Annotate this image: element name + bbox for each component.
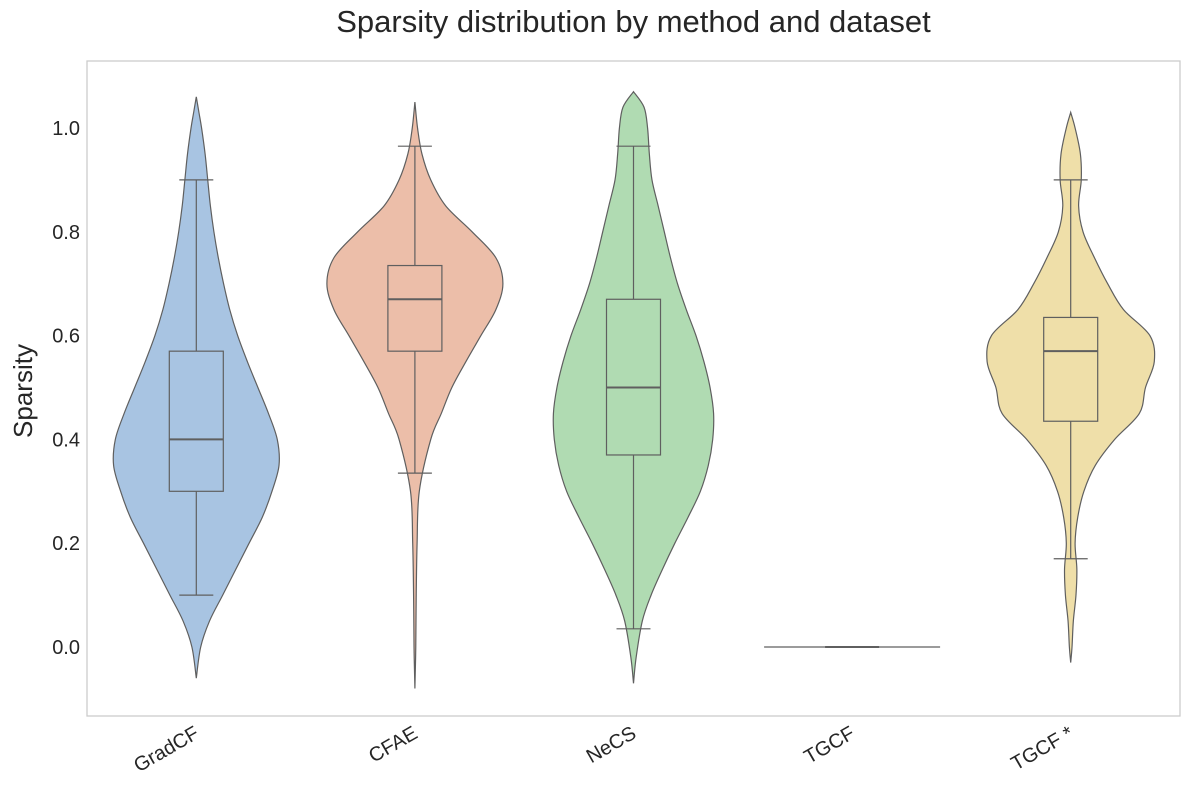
y-tick-label: 0.6 [52,326,80,348]
y-tick-label: 0.4 [52,429,80,451]
chart-title: Sparsity distribution by method and data… [336,4,931,39]
x-tick-label: CFAE [365,722,421,767]
iqr-box [168,350,224,492]
iqr-box [605,298,662,456]
iqr-box [387,264,443,352]
x-axis-ticks: GradCF CFAE NeCS TGCF TGCF * [130,722,1077,777]
violin-group-gradcf [112,96,280,679]
x-tick-label: GradCF [130,722,203,777]
plot-frame [86,60,1181,717]
x-tick-label: TGCF [800,722,858,768]
violin-group-cfae [326,101,504,689]
iqr-box [1043,316,1099,422]
y-tick-label: 0.2 [52,533,80,555]
violin-group-necs [552,90,715,684]
violins-layer [112,90,1156,689]
x-tick-label: NeCS [583,722,640,768]
y-tick-label: 1.0 [52,118,80,140]
violin-group-tgcf [986,110,1156,663]
x-tick-label: TGCF * [1007,722,1077,775]
y-tick-label: 0.8 [52,222,80,244]
y-tick-label: 0.0 [52,637,80,659]
y-axis-ticks: 0.0 0.2 0.4 0.6 0.8 1.0 [52,118,80,659]
y-axis-label: Sparsity [8,344,38,438]
